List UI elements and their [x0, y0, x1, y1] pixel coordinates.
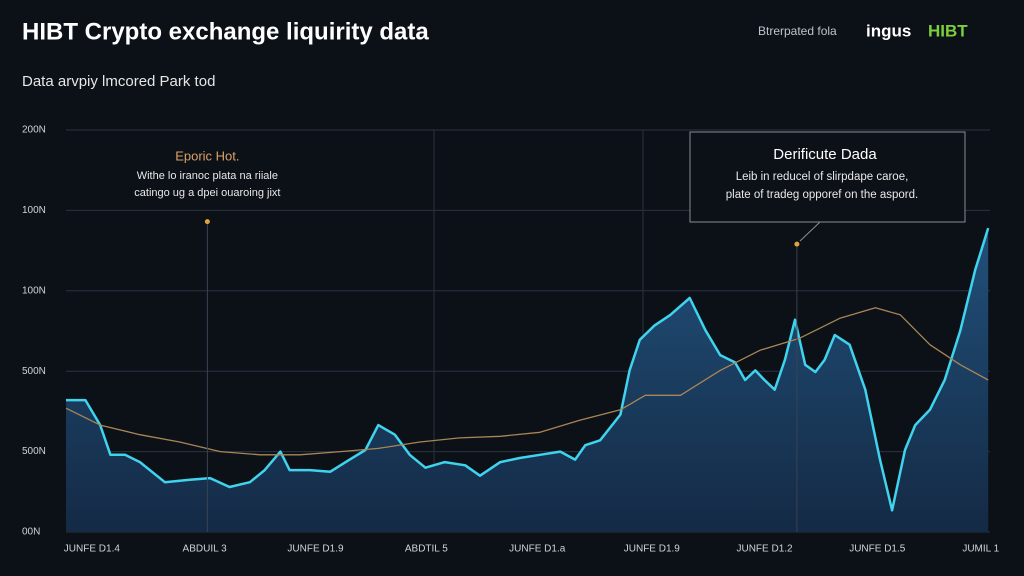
y-tick-label: 100N [22, 205, 46, 216]
x-tick-label: JUNFE D1.9 [624, 544, 681, 555]
area [66, 228, 989, 532]
line [66, 227, 990, 512]
chart-title: HIBT Crypto exchange liquirity data [22, 18, 429, 45]
x-tick-label: JUMIL 1 [962, 544, 999, 555]
y-tick-label: 500N [22, 446, 46, 457]
x-tick-label: ABDUIL 3 [183, 544, 228, 555]
plot: 00N 500N 500N 100N 100N 200N JUNFE D1.4 ABDUIL … [22, 125, 1000, 555]
trend-line [65, 307, 989, 456]
annotation-text: catingo ug a dpei ouaroing jixt [134, 187, 280, 199]
x-tick-label: JUNFE D1.5 [849, 544, 906, 555]
x-tick-label: JUNFE D1.a [509, 544, 566, 555]
brand-name: ingus [866, 21, 911, 40]
x-tick-label: ABDTIL 5 [405, 544, 448, 555]
brand-logo: HIBT [928, 21, 968, 40]
annotation-marker [204, 219, 210, 225]
y-tick-label: 500N [22, 366, 46, 377]
header-note: Btrerpated fola [758, 24, 837, 38]
annotation-title: Derificute Dada [773, 146, 877, 163]
annotation-marker [794, 241, 800, 247]
y-tick-label: 100N [22, 285, 46, 296]
y-tick-label: 00N [22, 527, 40, 538]
x-tick-label: JUNFE D1.4 [64, 544, 121, 555]
annotation-text: Withe lo iranoc plata na riiale [137, 170, 278, 182]
y-tick-label: 200N [22, 125, 46, 136]
annotation-box [689, 131, 966, 223]
x-tick-label: JUNFE D1.9 [287, 544, 344, 555]
annotation-text: Leib in reducel of slirpdape caroe, [736, 171, 909, 183]
annotation-title: Eporic Hot. [175, 148, 239, 163]
annotation-text: plate of tradeg opporef on the aspord. [726, 189, 918, 201]
x-tick-label: JUNFE D1.2 [736, 544, 793, 555]
chart-subtitle: Data arvpiy lmcored Park tod [22, 73, 215, 90]
annotation-connector [799, 221, 821, 242]
